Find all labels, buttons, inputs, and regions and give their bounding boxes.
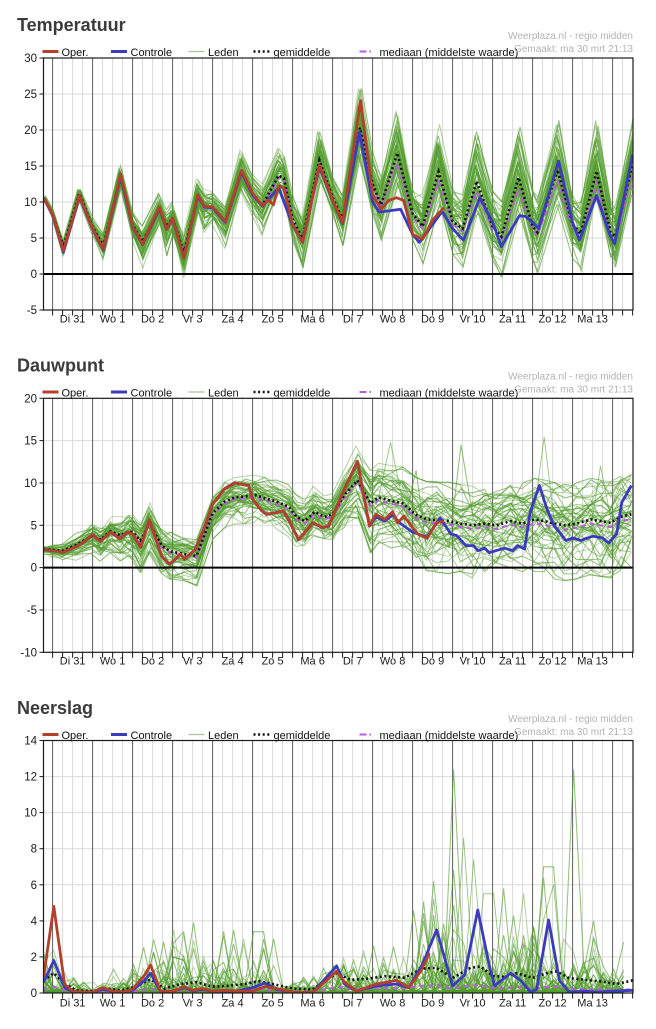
svg-text:Di 7: Di 7 bbox=[343, 656, 363, 668]
svg-text:Ma 6: Ma 6 bbox=[300, 656, 324, 668]
svg-text:6: 6 bbox=[31, 880, 37, 892]
svg-text:Ma 13: Ma 13 bbox=[577, 314, 608, 326]
svg-text:Wo 8: Wo 8 bbox=[380, 998, 405, 1010]
svg-text:Zo 5: Zo 5 bbox=[262, 656, 284, 668]
svg-text:Wo 1: Wo 1 bbox=[100, 314, 125, 326]
svg-text:10: 10 bbox=[24, 808, 37, 820]
svg-text:Za 11: Za 11 bbox=[499, 998, 526, 1010]
svg-text:Oper.: Oper. bbox=[62, 388, 89, 400]
svg-text:Gemaakt: ma 30 mrt 21:13: Gemaakt: ma 30 mrt 21:13 bbox=[514, 44, 633, 55]
svg-text:Di 31: Di 31 bbox=[60, 998, 86, 1010]
svg-text:Zo 12: Zo 12 bbox=[539, 656, 567, 668]
svg-text:Controle: Controle bbox=[131, 47, 173, 59]
svg-text:-10: -10 bbox=[20, 647, 37, 659]
svg-text:gemiddelde: gemiddelde bbox=[274, 47, 331, 59]
svg-text:Leden: Leden bbox=[208, 730, 239, 742]
svg-text:Ma 6: Ma 6 bbox=[300, 314, 324, 326]
svg-text:14: 14 bbox=[24, 736, 37, 748]
svg-text:Wo 8: Wo 8 bbox=[380, 314, 405, 326]
svg-text:Oper.: Oper. bbox=[62, 47, 89, 59]
svg-text:15: 15 bbox=[24, 161, 37, 173]
svg-text:Oper.: Oper. bbox=[62, 730, 89, 742]
svg-text:Vr 3: Vr 3 bbox=[183, 998, 203, 1010]
svg-text:Vr 3: Vr 3 bbox=[183, 314, 203, 326]
svg-text:Wo 1: Wo 1 bbox=[100, 998, 125, 1010]
svg-text:Vr 10: Vr 10 bbox=[460, 998, 486, 1010]
svg-text:Gemaakt: ma 30 mrt 21:13: Gemaakt: ma 30 mrt 21:13 bbox=[514, 727, 633, 738]
svg-text:Vr 3: Vr 3 bbox=[183, 656, 203, 668]
svg-text:Controle: Controle bbox=[131, 388, 173, 400]
svg-text:12: 12 bbox=[24, 772, 37, 784]
svg-text:Leden: Leden bbox=[208, 47, 239, 59]
svg-text:-5: -5 bbox=[27, 305, 37, 317]
svg-text:Wo 1: Wo 1 bbox=[100, 656, 125, 668]
svg-text:Temperatuur: Temperatuur bbox=[17, 15, 126, 35]
svg-text:Weerplaza.nl - regio midden: Weerplaza.nl - regio midden bbox=[508, 31, 633, 42]
svg-text:4: 4 bbox=[31, 916, 38, 928]
svg-text:Za 11: Za 11 bbox=[499, 314, 526, 326]
svg-text:Do 9: Do 9 bbox=[421, 998, 444, 1010]
svg-text:Ma 13: Ma 13 bbox=[577, 998, 608, 1010]
svg-text:Do 2: Do 2 bbox=[141, 656, 164, 668]
svg-text:10: 10 bbox=[24, 197, 37, 209]
svg-text:Do 9: Do 9 bbox=[421, 656, 444, 668]
svg-text:25: 25 bbox=[24, 89, 37, 101]
svg-text:gemiddelde: gemiddelde bbox=[274, 730, 331, 742]
svg-text:Di 31: Di 31 bbox=[60, 314, 86, 326]
svg-text:Do 9: Do 9 bbox=[421, 314, 444, 326]
svg-text:gemiddelde: gemiddelde bbox=[274, 388, 331, 400]
svg-text:Zo 12: Zo 12 bbox=[539, 314, 567, 326]
svg-text:Ma 6: Ma 6 bbox=[300, 998, 324, 1010]
svg-text:20: 20 bbox=[24, 125, 37, 137]
svg-text:mediaan (middelste waarde): mediaan (middelste waarde) bbox=[380, 730, 519, 742]
svg-text:Ma 13: Ma 13 bbox=[577, 656, 608, 668]
svg-text:Wo 8: Wo 8 bbox=[380, 656, 405, 668]
svg-text:Do 2: Do 2 bbox=[141, 314, 164, 326]
svg-text:30: 30 bbox=[24, 53, 37, 65]
svg-text:Za 4: Za 4 bbox=[222, 314, 244, 326]
svg-text:Controle: Controle bbox=[131, 730, 173, 742]
svg-text:-5: -5 bbox=[27, 605, 37, 617]
svg-text:Za 4: Za 4 bbox=[222, 656, 244, 668]
svg-text:0: 0 bbox=[31, 269, 37, 281]
svg-text:Di 7: Di 7 bbox=[343, 998, 363, 1010]
svg-text:20: 20 bbox=[24, 393, 37, 405]
svg-text:10: 10 bbox=[24, 478, 37, 490]
svg-text:5: 5 bbox=[31, 233, 37, 245]
svg-text:mediaan (middelste waarde): mediaan (middelste waarde) bbox=[380, 47, 519, 59]
svg-text:Di 31: Di 31 bbox=[60, 656, 86, 668]
svg-text:Za 11: Za 11 bbox=[499, 656, 526, 668]
svg-text:Zo 5: Zo 5 bbox=[262, 998, 284, 1010]
svg-text:2: 2 bbox=[31, 952, 37, 964]
svg-text:Do 2: Do 2 bbox=[141, 998, 164, 1010]
svg-text:Vr 10: Vr 10 bbox=[460, 656, 486, 668]
svg-text:Vr 10: Vr 10 bbox=[460, 314, 486, 326]
svg-text:5: 5 bbox=[31, 520, 37, 532]
svg-text:Zo 5: Zo 5 bbox=[262, 314, 284, 326]
svg-text:Zo 12: Zo 12 bbox=[539, 998, 567, 1010]
svg-text:Leden: Leden bbox=[208, 388, 239, 400]
svg-text:Za 4: Za 4 bbox=[222, 998, 244, 1010]
svg-text:Weerplaza.nl - regio midden: Weerplaza.nl - regio midden bbox=[508, 372, 633, 383]
svg-text:0: 0 bbox=[31, 988, 37, 1000]
svg-text:mediaan (middelste waarde): mediaan (middelste waarde) bbox=[380, 388, 519, 400]
svg-text:Weerplaza.nl - regio midden: Weerplaza.nl - regio midden bbox=[508, 714, 633, 725]
svg-text:15: 15 bbox=[24, 436, 37, 448]
svg-text:Neerslag: Neerslag bbox=[17, 698, 93, 718]
svg-text:8: 8 bbox=[31, 844, 37, 856]
svg-text:Dauwpunt: Dauwpunt bbox=[17, 356, 104, 376]
svg-text:Di 7: Di 7 bbox=[343, 314, 363, 326]
svg-text:0: 0 bbox=[31, 563, 37, 575]
svg-text:Gemaakt: ma 30 mrt 21:13: Gemaakt: ma 30 mrt 21:13 bbox=[514, 385, 633, 396]
